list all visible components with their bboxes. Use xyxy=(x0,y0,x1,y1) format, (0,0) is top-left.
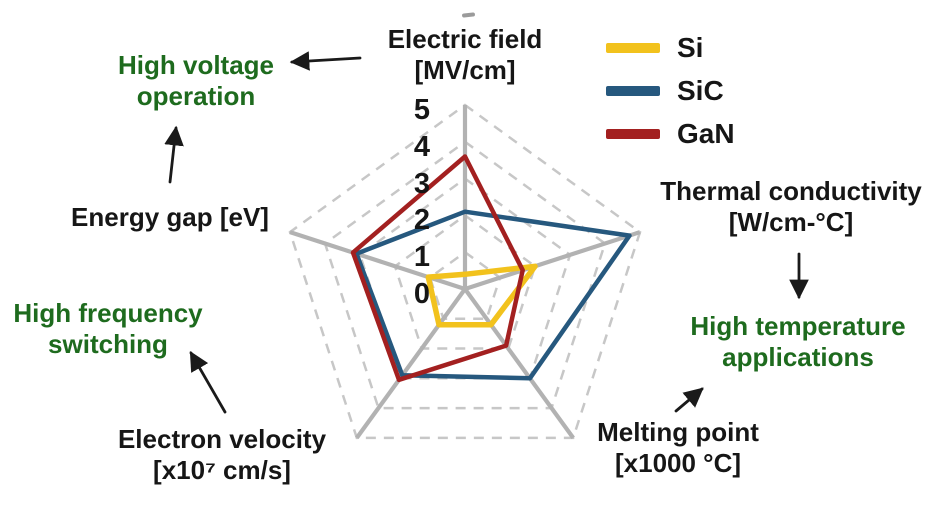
axis-label-melting-point: Melting point [x1000 °C] xyxy=(597,417,759,479)
series-polygon-gan xyxy=(350,154,525,383)
arrow-velocity-to-highfrequency xyxy=(189,351,227,414)
legend-label-gan: GaN xyxy=(677,117,735,149)
legend-swatch-si xyxy=(606,42,660,53)
grid-ring-2 xyxy=(393,213,537,350)
axis-label-electron-velocity: Electron velocity [x10⁷ cm/s] xyxy=(118,424,326,486)
arrow-melting-to-hightemperature xyxy=(674,387,704,413)
arrow-electricfield-to-highvoltage xyxy=(289,51,362,71)
legend-label-sic: SiC xyxy=(677,74,724,106)
legend-row-gan: GaN xyxy=(606,112,735,155)
axis-label-melting-text: Melting point xyxy=(597,417,759,447)
tick-label-4: 4 xyxy=(413,131,430,163)
axis-label-electric-field-text: Electric field xyxy=(387,24,543,54)
axis-spoke-energy-gap xyxy=(289,230,466,291)
axis-label-electric-field: Electric field [MV/cm] xyxy=(388,24,543,86)
axis-label-electric-field-unit: [MV/cm] xyxy=(414,55,516,85)
annotation-high-temperature-line2: applications xyxy=(722,342,874,372)
axis-label-energy-gap-text: Energy gap [eV] xyxy=(71,202,269,232)
axis-label-melting-unit: [x1000 °C] xyxy=(614,448,741,478)
annotation-high-temperature-line1: High temperature xyxy=(690,311,906,341)
annotation-high-frequency-line2: switching xyxy=(48,329,168,359)
series-polygon-sic xyxy=(354,209,632,381)
arrow-energygap-to-highvoltage xyxy=(164,125,184,184)
radar-grid-and-series xyxy=(288,103,642,440)
axis-spoke-electron-velocity xyxy=(355,287,467,440)
tick-label-0: 0 xyxy=(413,278,430,310)
axis-spoke-thermal-conductivity xyxy=(464,230,641,291)
tick-label-5: 5 xyxy=(413,94,430,126)
tick-label-3: 3 xyxy=(413,168,430,200)
grid-ring-5 xyxy=(288,103,642,440)
axis-spoke-melting-point xyxy=(463,287,575,440)
tick-label-1: 1 xyxy=(413,241,430,273)
annotation-high-voltage-line1: High voltage xyxy=(117,50,275,80)
legend-row-si: Si xyxy=(606,26,735,69)
chart-legend: Si SiC GaN xyxy=(606,26,735,155)
annotation-high-temperature: High temperature applications xyxy=(690,311,905,373)
axis-label-thermal-conductivity: Thermal conductivity [W/cm-°C] xyxy=(660,176,922,238)
legend-swatch-sic xyxy=(606,85,660,96)
annotation-high-voltage-line2: operation xyxy=(136,81,256,111)
axis-label-thermal-text: Thermal conductivity xyxy=(660,176,922,206)
legend-swatch-gan xyxy=(606,128,660,139)
axis-label-velocity-text: Electron velocity xyxy=(117,424,327,454)
axis-label-velocity-unit: [x10⁷ cm/s] xyxy=(153,455,291,485)
legend-row-sic: SiC xyxy=(606,69,735,112)
annotation-high-voltage: High voltage operation xyxy=(118,50,274,112)
annotation-arrows xyxy=(164,51,809,414)
axis-label-energy-gap: Energy gap [eV] xyxy=(71,202,269,233)
legend-label-si: Si xyxy=(677,31,704,63)
tick-label-2: 2 xyxy=(413,204,430,236)
axis-label-thermal-unit: [W/cm-°C] xyxy=(728,207,854,237)
annotation-high-frequency: High frequency switching xyxy=(13,298,202,360)
annotation-high-frequency-line1: High frequency xyxy=(13,298,203,328)
